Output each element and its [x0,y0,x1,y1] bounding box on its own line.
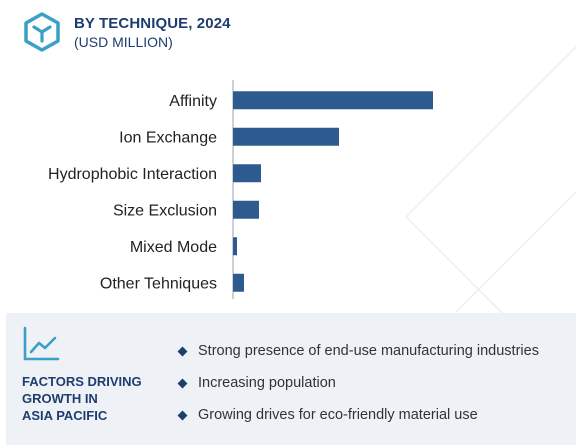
bar [233,200,259,219]
factor-item: Strong presence of end-use manufacturing… [176,341,539,361]
diamond-bullet-icon [177,410,188,420]
category-label: Size Exclusion [113,202,217,219]
bar [233,127,339,146]
bar [233,273,244,292]
chart-header: BY TECHNIQUE, 2024 (USD MILLION) [22,12,231,52]
bar [233,164,261,183]
factor-text: Strong presence of end-use manufacturing… [198,343,539,359]
hexagon-cube-icon [24,12,60,52]
diamond-bullet-icon [177,346,188,356]
category-label: Ion Exchange [119,129,217,146]
chart-subtitle: (USD MILLION) [74,33,173,50]
factors-title: FACTORS DRIVING GROWTH IN ASIA PACIFIC [22,373,172,424]
category-label: Other Tehniques [100,275,217,292]
factors-panel: FACTORS DRIVING GROWTH IN ASIA PACIFIC S… [6,313,576,445]
infographic-card: BY TECHNIQUE, 2024 (USD MILLION) Affinit… [6,2,576,445]
diamond-bullet-icon [177,378,188,388]
factors-title-line: GROWTH IN [22,391,98,406]
factor-text: Increasing population [198,375,336,391]
category-label: Mixed Mode [130,239,217,256]
chart-title: BY TECHNIQUE, 2024 [74,14,231,32]
factors-list: Strong presence of end-use manufacturing… [176,341,539,437]
category-label: Affinity [169,93,217,110]
factor-item: Growing drives for eco-friendly material… [176,405,539,425]
factors-title-line: ASIA PACIFIC [22,408,108,423]
category-label: Hydrophobic Interaction [48,166,217,183]
factor-item: Increasing population [176,373,539,393]
bar-chart: Affinity Ion Exchange Hydrophobic Interact… [48,80,433,299]
factors-title-line: FACTORS DRIVING [22,374,142,389]
bar [233,91,433,110]
bar [233,237,237,256]
factor-text: Growing drives for eco-friendly material… [198,407,478,423]
trend-line-icon [23,326,60,361]
